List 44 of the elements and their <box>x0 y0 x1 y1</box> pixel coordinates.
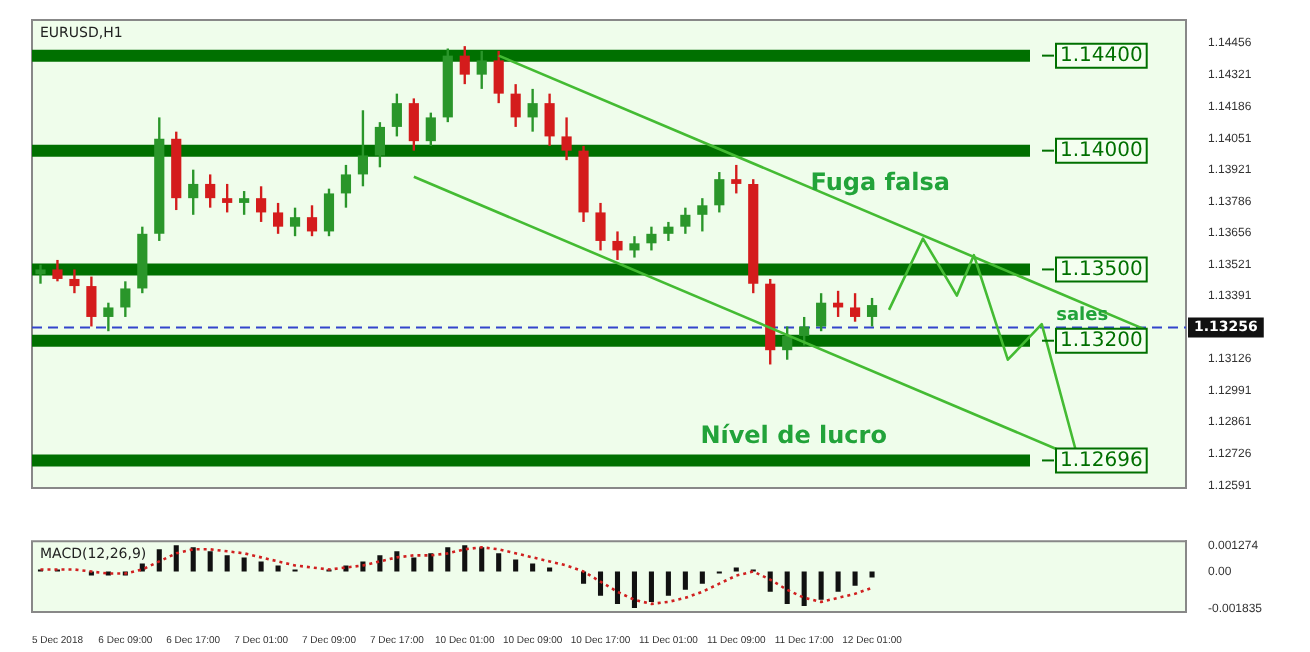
bar <box>699 571 705 584</box>
bar <box>513 559 519 572</box>
annotation: Fuga falsa <box>810 168 950 197</box>
bar <box>139 563 145 572</box>
ref-line-label: 1.14400 <box>1060 44 1143 67</box>
bar <box>665 571 671 596</box>
bar <box>479 547 485 572</box>
annotation: Nível de lucro <box>700 420 887 449</box>
bar <box>852 571 858 586</box>
bar <box>462 545 468 572</box>
bar <box>869 571 875 578</box>
ref-line-label: 1.12696 <box>1060 449 1143 472</box>
annotation: sales <box>1056 305 1109 326</box>
bar <box>156 549 162 572</box>
bar <box>530 563 536 572</box>
bar <box>801 571 807 606</box>
bar <box>597 571 604 596</box>
bar <box>241 557 247 572</box>
bar <box>428 553 434 572</box>
bar <box>411 557 417 572</box>
ref-line-label: 1.13500 <box>1060 258 1143 281</box>
bar <box>224 555 230 572</box>
bar <box>818 571 824 600</box>
bar <box>275 565 281 572</box>
bar <box>614 571 621 604</box>
candlestick <box>35 264 46 284</box>
bar <box>682 571 688 590</box>
bar <box>784 571 790 604</box>
bar <box>648 571 654 602</box>
bar <box>581 571 587 584</box>
candlestick <box>69 269 80 294</box>
bar <box>190 547 196 572</box>
bar <box>173 545 179 572</box>
ref-line-label: 1.14000 <box>1060 139 1143 162</box>
ref-line-label: 1.13200 <box>1060 329 1143 352</box>
bar <box>835 571 841 592</box>
bar <box>445 547 451 572</box>
bar <box>394 551 400 572</box>
bar <box>258 561 264 572</box>
bar <box>207 551 213 572</box>
line-series <box>39 545 874 606</box>
bar <box>631 571 637 608</box>
bar <box>377 555 383 572</box>
bar <box>496 553 502 572</box>
